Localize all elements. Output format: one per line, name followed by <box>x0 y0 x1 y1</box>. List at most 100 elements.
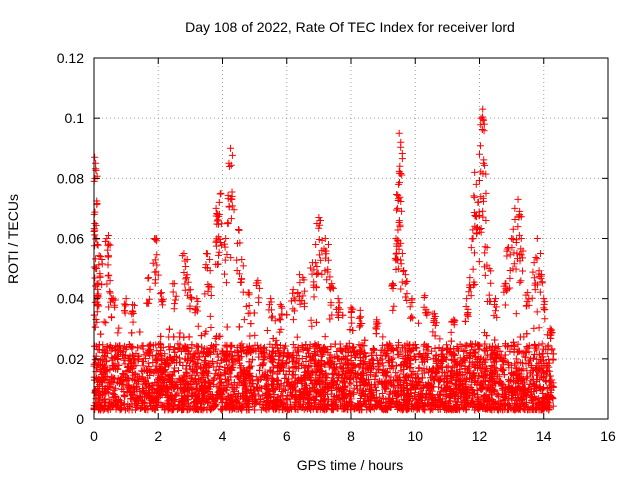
data-point <box>443 341 451 349</box>
data-point <box>478 386 486 394</box>
data-point <box>506 347 514 355</box>
data-point <box>291 362 299 370</box>
data-point <box>274 344 282 352</box>
data-point <box>356 306 364 314</box>
data-point <box>527 355 535 363</box>
data-point <box>415 319 423 327</box>
data-point <box>321 333 329 341</box>
data-point <box>246 332 254 340</box>
data-point <box>523 330 531 338</box>
data-point <box>516 333 524 341</box>
data-point <box>289 316 297 324</box>
data-point <box>115 324 123 332</box>
data-point <box>266 340 274 348</box>
data-point <box>120 356 128 364</box>
data-points <box>90 105 557 414</box>
chart-title: Day 108 of 2022, Rate Of TEC Index for r… <box>185 19 515 35</box>
data-point <box>251 331 259 339</box>
data-point <box>281 386 289 394</box>
data-point <box>174 344 182 352</box>
data-point <box>494 391 502 399</box>
data-point <box>293 333 301 341</box>
data-point <box>223 323 231 331</box>
data-point <box>206 312 214 320</box>
data-point <box>275 351 283 359</box>
data-point <box>457 361 465 369</box>
data-point <box>511 360 519 368</box>
data-point <box>378 390 386 398</box>
data-point <box>91 342 99 350</box>
data-point <box>549 402 557 410</box>
data-point <box>139 368 147 376</box>
data-point <box>91 323 99 331</box>
data-point <box>415 364 423 372</box>
data-point <box>307 316 315 324</box>
data-point <box>491 336 499 344</box>
data-point <box>197 332 205 340</box>
data-point <box>447 328 455 336</box>
data-point <box>374 379 382 387</box>
data-point <box>247 320 255 328</box>
data-point <box>114 329 122 337</box>
data-point <box>347 380 355 388</box>
data-point <box>137 367 145 375</box>
data-point <box>436 335 444 343</box>
data-point <box>244 371 252 379</box>
data-point <box>447 337 455 345</box>
data-point <box>325 395 333 403</box>
data-point <box>545 363 553 371</box>
data-point <box>449 364 457 372</box>
data-point <box>522 374 530 382</box>
data-point <box>91 356 99 364</box>
data-point <box>308 322 316 330</box>
data-point <box>530 324 538 332</box>
data-point <box>498 367 506 375</box>
data-point <box>429 328 437 336</box>
data-point <box>512 310 520 318</box>
data-point <box>504 359 512 367</box>
data-point <box>392 369 400 377</box>
data-point <box>100 318 108 326</box>
data-point <box>263 326 271 334</box>
data-point <box>435 376 443 384</box>
data-point <box>176 333 184 341</box>
data-point <box>136 328 144 336</box>
data-point <box>128 329 136 337</box>
data-point <box>369 344 377 352</box>
data-point <box>185 333 193 341</box>
data-point <box>257 374 265 382</box>
data-point <box>111 384 119 392</box>
data-point <box>302 381 310 389</box>
data-point <box>212 400 220 408</box>
data-point <box>535 324 543 332</box>
data-point <box>549 356 557 364</box>
data-point <box>175 367 183 375</box>
data-point <box>139 345 147 353</box>
data-point <box>512 355 520 363</box>
data-point <box>182 365 190 373</box>
data-point <box>533 308 541 316</box>
data-point <box>207 323 215 331</box>
data-point <box>103 357 111 365</box>
data-point <box>548 346 556 354</box>
data-point <box>379 362 387 370</box>
data-point <box>251 406 259 414</box>
data-point <box>523 373 531 381</box>
data-point <box>170 333 178 341</box>
data-point <box>514 340 522 348</box>
data-point <box>539 345 547 353</box>
data-point <box>255 392 263 400</box>
data-point <box>289 341 297 349</box>
data-point <box>217 378 225 386</box>
data-point <box>379 333 387 341</box>
data-point <box>549 350 557 358</box>
data-point <box>102 319 110 327</box>
data-point <box>97 330 105 338</box>
data-point <box>276 348 284 356</box>
data-point <box>266 366 274 374</box>
data-point <box>150 367 158 375</box>
data-point <box>272 336 280 344</box>
data-point <box>194 322 202 330</box>
data-point <box>235 323 243 331</box>
